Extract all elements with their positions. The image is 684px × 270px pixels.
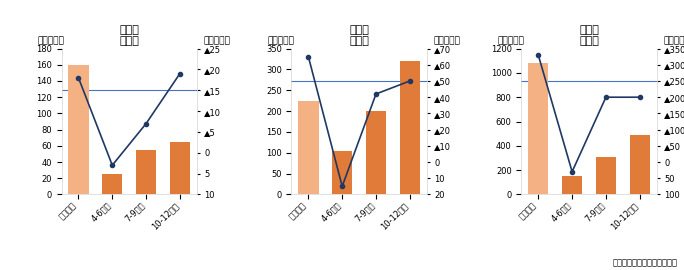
Text: （百万円）: （百万円） [204,37,231,46]
Bar [102,174,122,194]
Bar [528,63,549,194]
Bar [170,142,190,194]
Title: 宿泊業
中企業: 宿泊業 中企業 [349,25,369,46]
Bar [332,151,352,194]
Bar [399,61,420,194]
Text: 財務省「法人企業統計調査」: 財務省「法人企業統計調査」 [612,258,677,267]
Text: （百万円）: （百万円） [497,37,524,46]
Text: （百万円）: （百万円） [663,37,684,46]
Text: （百万円）: （百万円） [267,37,294,46]
Bar [629,135,650,194]
Text: （百万円）: （百万円） [37,37,64,46]
Bar [366,111,386,194]
Bar [136,150,156,194]
Bar [562,176,582,194]
Bar [68,65,89,194]
Bar [298,101,319,194]
Bar [596,157,616,194]
Title: 宿泊業
小企業: 宿泊業 小企業 [119,25,139,46]
Text: （百万円）: （百万円） [434,37,460,46]
Title: 宿泊業
大企業: 宿泊業 大企業 [579,25,599,46]
